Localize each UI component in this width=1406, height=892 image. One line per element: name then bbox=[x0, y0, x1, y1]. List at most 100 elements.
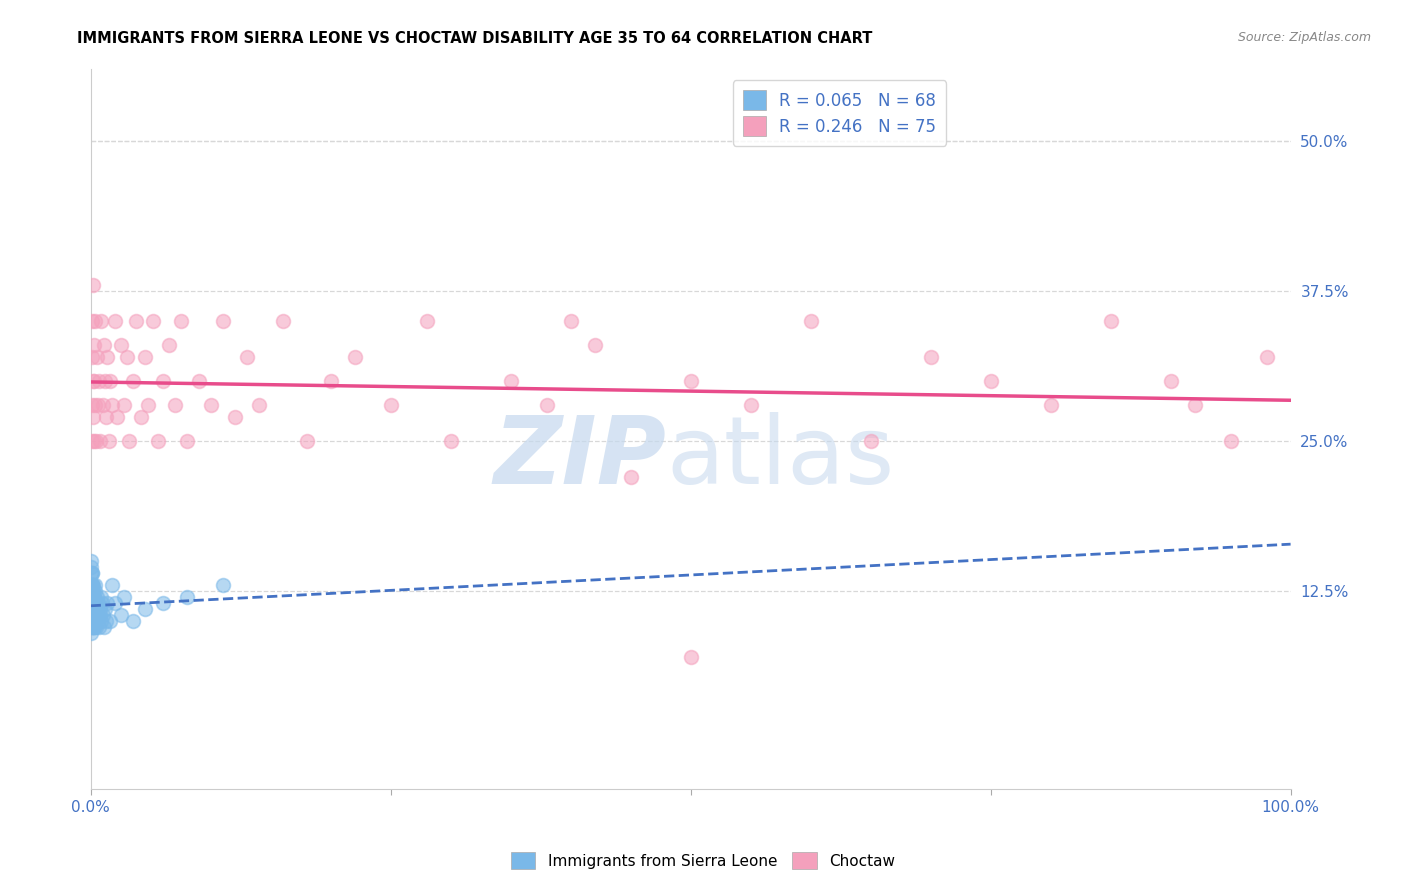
Point bbox=[91, 398, 114, 412]
Point bbox=[211, 578, 233, 592]
Point bbox=[187, 374, 209, 388]
Point bbox=[152, 596, 174, 610]
Point bbox=[1256, 350, 1278, 364]
Point bbox=[319, 374, 342, 388]
Point bbox=[90, 314, 112, 328]
Point bbox=[439, 434, 461, 448]
Point bbox=[152, 374, 174, 388]
Point bbox=[82, 614, 104, 628]
Point bbox=[87, 607, 110, 622]
Point bbox=[80, 614, 103, 628]
Point bbox=[80, 398, 103, 412]
Point bbox=[80, 566, 103, 580]
Point bbox=[80, 560, 103, 574]
Point bbox=[84, 620, 107, 634]
Text: IMMIGRANTS FROM SIERRA LEONE VS CHOCTAW DISABILITY AGE 35 TO 64 CORRELATION CHAR: IMMIGRANTS FROM SIERRA LEONE VS CHOCTAW … bbox=[77, 31, 873, 46]
Point bbox=[82, 596, 104, 610]
Point bbox=[121, 374, 143, 388]
Point bbox=[87, 596, 110, 610]
Point bbox=[980, 374, 1002, 388]
Point bbox=[80, 620, 103, 634]
Point bbox=[112, 590, 135, 604]
Point bbox=[104, 314, 127, 328]
Point bbox=[169, 314, 191, 328]
Point bbox=[82, 578, 104, 592]
Point bbox=[86, 350, 108, 364]
Point bbox=[1039, 398, 1062, 412]
Point bbox=[83, 398, 105, 412]
Text: Source: ZipAtlas.com: Source: ZipAtlas.com bbox=[1237, 31, 1371, 45]
Point bbox=[1184, 398, 1206, 412]
Point bbox=[163, 398, 186, 412]
Point bbox=[105, 409, 128, 424]
Point bbox=[82, 374, 104, 388]
Point bbox=[98, 614, 121, 628]
Point bbox=[129, 409, 152, 424]
Point bbox=[83, 434, 105, 448]
Point bbox=[121, 614, 143, 628]
Point bbox=[800, 314, 823, 328]
Point bbox=[80, 578, 103, 592]
Point bbox=[96, 350, 118, 364]
Point bbox=[93, 620, 115, 634]
Point bbox=[82, 566, 104, 580]
Point bbox=[89, 607, 111, 622]
Point bbox=[84, 314, 107, 328]
Point bbox=[176, 434, 198, 448]
Point bbox=[80, 614, 103, 628]
Point bbox=[91, 596, 114, 610]
Point bbox=[96, 614, 118, 628]
Point bbox=[80, 607, 103, 622]
Point bbox=[82, 277, 104, 292]
Point bbox=[91, 607, 114, 622]
Point bbox=[82, 602, 104, 616]
Point bbox=[82, 620, 104, 634]
Point bbox=[859, 434, 882, 448]
Point bbox=[80, 554, 103, 568]
Point bbox=[90, 614, 112, 628]
Point bbox=[80, 596, 103, 610]
Point bbox=[82, 409, 104, 424]
Point bbox=[80, 602, 103, 616]
Point bbox=[125, 314, 148, 328]
Point bbox=[80, 596, 103, 610]
Point bbox=[110, 607, 132, 622]
Point bbox=[83, 584, 105, 599]
Point bbox=[82, 607, 104, 622]
Point bbox=[583, 338, 606, 352]
Point bbox=[415, 314, 437, 328]
Point bbox=[82, 314, 104, 328]
Point bbox=[80, 596, 103, 610]
Point bbox=[97, 434, 120, 448]
Legend: R = 0.065   N = 68, R = 0.246   N = 75: R = 0.065 N = 68, R = 0.246 N = 75 bbox=[733, 80, 946, 145]
Point bbox=[87, 398, 110, 412]
Point bbox=[87, 620, 110, 634]
Point bbox=[83, 620, 105, 634]
Point bbox=[157, 338, 180, 352]
Point bbox=[84, 434, 107, 448]
Point bbox=[83, 620, 105, 634]
Point bbox=[80, 584, 103, 599]
Point bbox=[740, 398, 762, 412]
Point bbox=[82, 590, 104, 604]
Point bbox=[1160, 374, 1182, 388]
Point bbox=[560, 314, 582, 328]
Point bbox=[90, 590, 112, 604]
Point bbox=[343, 350, 366, 364]
Text: ZIP: ZIP bbox=[494, 411, 666, 504]
Point bbox=[93, 338, 115, 352]
Point bbox=[80, 434, 103, 448]
Point bbox=[920, 350, 942, 364]
Point bbox=[142, 314, 165, 328]
Point bbox=[134, 602, 156, 616]
Point bbox=[536, 398, 558, 412]
Point bbox=[82, 584, 104, 599]
Point bbox=[235, 350, 257, 364]
Point bbox=[83, 614, 105, 628]
Point bbox=[176, 590, 198, 604]
Point bbox=[89, 434, 111, 448]
Point bbox=[82, 607, 104, 622]
Point bbox=[1099, 314, 1122, 328]
Point bbox=[87, 374, 110, 388]
Point bbox=[83, 596, 105, 610]
